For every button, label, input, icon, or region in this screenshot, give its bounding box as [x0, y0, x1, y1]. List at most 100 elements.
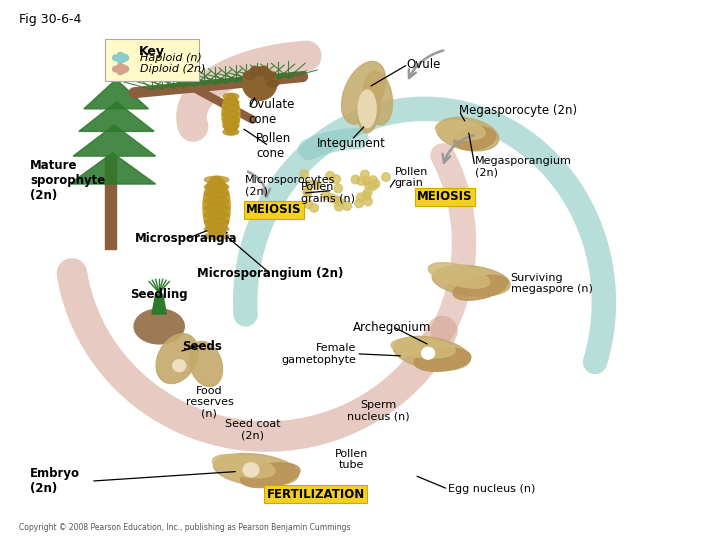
- Ellipse shape: [156, 334, 198, 383]
- Ellipse shape: [341, 62, 386, 124]
- Text: Mature
sporophyte
(2n): Mature sporophyte (2n): [30, 159, 105, 202]
- Ellipse shape: [222, 94, 240, 134]
- Ellipse shape: [310, 204, 318, 212]
- Text: Seed coat
(2n): Seed coat (2n): [225, 418, 280, 440]
- Ellipse shape: [355, 199, 364, 208]
- Ellipse shape: [305, 180, 314, 188]
- Ellipse shape: [204, 183, 229, 190]
- Polygon shape: [105, 157, 116, 248]
- Text: Food
reserves
(n): Food reserves (n): [186, 386, 233, 418]
- Ellipse shape: [203, 176, 230, 238]
- Ellipse shape: [325, 172, 334, 180]
- Ellipse shape: [204, 233, 229, 240]
- Ellipse shape: [204, 226, 229, 233]
- Ellipse shape: [335, 197, 343, 206]
- Ellipse shape: [359, 85, 380, 133]
- Text: Microsporangia: Microsporangia: [135, 232, 238, 245]
- Polygon shape: [79, 102, 154, 131]
- Text: Ovulate
cone: Ovulate cone: [249, 98, 295, 126]
- Text: Haploid (n): Haploid (n): [140, 53, 202, 63]
- Ellipse shape: [223, 111, 239, 117]
- Ellipse shape: [428, 262, 490, 288]
- Ellipse shape: [356, 193, 365, 201]
- Text: Ovule: Ovule: [407, 58, 441, 71]
- Ellipse shape: [304, 200, 312, 208]
- Polygon shape: [73, 125, 156, 156]
- Polygon shape: [70, 153, 156, 184]
- Polygon shape: [84, 79, 148, 109]
- Ellipse shape: [391, 338, 455, 358]
- Ellipse shape: [436, 117, 499, 151]
- Ellipse shape: [173, 360, 186, 372]
- Text: Surviving
megaspore (n): Surviving megaspore (n): [510, 273, 593, 294]
- Ellipse shape: [251, 66, 260, 76]
- Ellipse shape: [343, 202, 351, 210]
- Ellipse shape: [204, 176, 229, 183]
- Ellipse shape: [357, 177, 366, 185]
- Ellipse shape: [312, 180, 321, 189]
- FancyBboxPatch shape: [105, 39, 199, 81]
- Text: Pollen
tube: Pollen tube: [335, 449, 368, 470]
- Ellipse shape: [369, 176, 377, 185]
- Ellipse shape: [333, 196, 341, 205]
- Ellipse shape: [351, 175, 360, 184]
- Text: Integument: Integument: [317, 137, 386, 150]
- Ellipse shape: [259, 66, 268, 76]
- Ellipse shape: [453, 275, 508, 300]
- Ellipse shape: [212, 454, 275, 478]
- Ellipse shape: [332, 175, 341, 184]
- Ellipse shape: [189, 341, 222, 387]
- Ellipse shape: [240, 463, 300, 488]
- Ellipse shape: [364, 71, 392, 125]
- Ellipse shape: [364, 188, 372, 197]
- Text: Archegonium: Archegonium: [353, 321, 431, 334]
- Ellipse shape: [243, 463, 259, 477]
- Text: Sperm
nucleus (n): Sperm nucleus (n): [346, 400, 409, 422]
- Ellipse shape: [303, 188, 312, 197]
- Ellipse shape: [303, 187, 312, 196]
- Text: Microsporocytes
(2n): Microsporocytes (2n): [246, 176, 336, 197]
- Ellipse shape: [204, 205, 229, 212]
- Ellipse shape: [223, 93, 239, 100]
- Ellipse shape: [204, 219, 229, 226]
- Ellipse shape: [369, 182, 377, 191]
- Text: Key: Key: [139, 45, 165, 58]
- Text: Microsporangium (2n): Microsporangium (2n): [197, 267, 343, 280]
- Text: Female
gametophyte: Female gametophyte: [282, 343, 356, 364]
- Ellipse shape: [223, 117, 239, 123]
- Ellipse shape: [134, 309, 184, 344]
- Ellipse shape: [204, 191, 229, 197]
- Ellipse shape: [223, 105, 239, 112]
- Text: Megasporocyte (2n): Megasporocyte (2n): [459, 104, 577, 118]
- Ellipse shape: [328, 194, 336, 202]
- Ellipse shape: [362, 192, 370, 200]
- Ellipse shape: [213, 454, 299, 486]
- Text: Diploid (2n): Diploid (2n): [140, 64, 205, 74]
- Ellipse shape: [204, 198, 229, 205]
- Text: MEIOSIS: MEIOSIS: [417, 191, 472, 204]
- Ellipse shape: [243, 67, 276, 100]
- Ellipse shape: [223, 99, 239, 106]
- Text: Pollen
cone: Pollen cone: [256, 132, 292, 160]
- Ellipse shape: [382, 173, 390, 181]
- Text: Megasporangium
(2n): Megasporangium (2n): [474, 156, 572, 177]
- Text: Pollen
grains (n): Pollen grains (n): [301, 183, 355, 204]
- Ellipse shape: [266, 80, 279, 87]
- Ellipse shape: [300, 170, 309, 178]
- Ellipse shape: [359, 90, 376, 127]
- Text: Copyright © 2008 Pearson Education, Inc., publishing as Pearson Benjamin Cumming: Copyright © 2008 Pearson Education, Inc.…: [19, 523, 351, 532]
- Ellipse shape: [422, 347, 435, 359]
- Text: Pollen
grain: Pollen grain: [395, 167, 428, 188]
- Text: Seeds: Seeds: [182, 340, 222, 353]
- Ellipse shape: [364, 197, 372, 206]
- Ellipse shape: [223, 123, 239, 129]
- Ellipse shape: [223, 129, 239, 135]
- Ellipse shape: [361, 170, 369, 179]
- Ellipse shape: [364, 181, 373, 190]
- Ellipse shape: [436, 120, 485, 140]
- Ellipse shape: [393, 336, 470, 370]
- Ellipse shape: [243, 72, 255, 79]
- Ellipse shape: [414, 348, 471, 372]
- Text: FERTILIZATION: FERTILIZATION: [266, 488, 364, 501]
- Text: Fig 30-6-4: Fig 30-6-4: [19, 13, 81, 26]
